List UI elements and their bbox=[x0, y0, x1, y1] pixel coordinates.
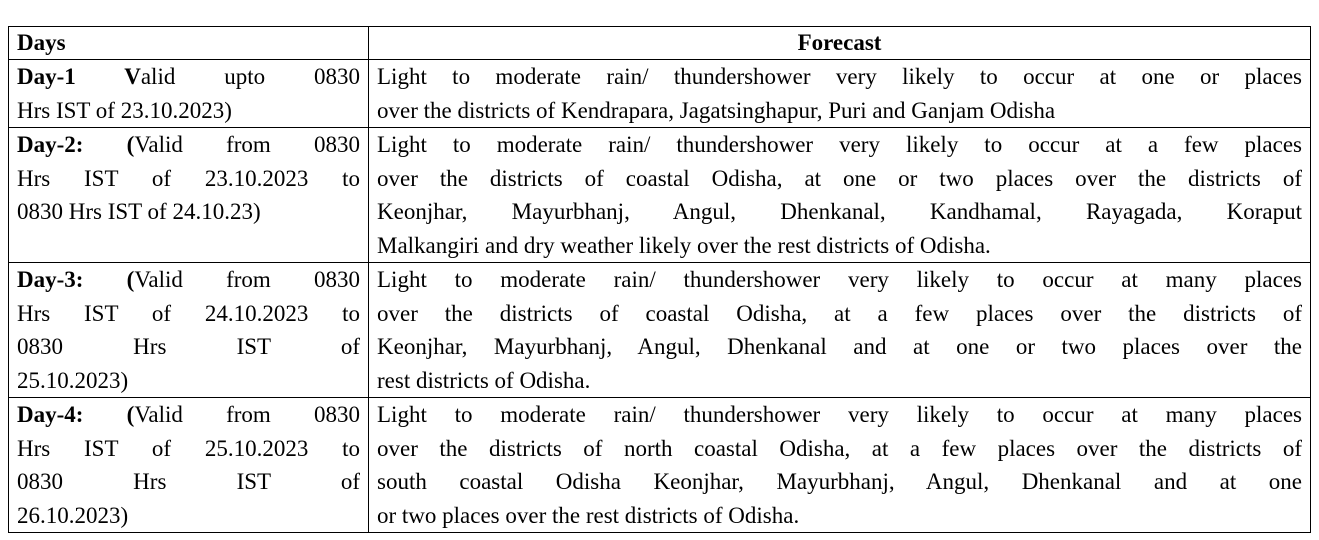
day-label: Day-3: ( bbox=[17, 267, 135, 292]
header-row: Days Forecast bbox=[8, 26, 1311, 60]
forecast-line: Light to moderate rain/ thundershower ve… bbox=[377, 267, 1302, 292]
days-cell: Day-1 Valid upto 0830 Hrs IST of 23.10.20… bbox=[8, 59, 369, 128]
forecast-line: over the districts of coastal Odisha, at… bbox=[377, 165, 1302, 191]
days-text: alid upto 0830 bbox=[140, 64, 360, 89]
table-row: Day-4: (Valid from 0830 Hrs IST of 25.10.… bbox=[8, 397, 1311, 533]
header-cell: Days bbox=[8, 26, 369, 60]
forecast-cell: Light to moderate rain/ thundershower ve… bbox=[368, 127, 1311, 263]
forecast-cell: Light to moderate rain/ thundershower ve… bbox=[368, 397, 1311, 533]
forecast-cell: Light to moderate rain/ thundershower ve… bbox=[368, 262, 1311, 398]
forecast-line: Light to moderate rain/ thundershower ve… bbox=[377, 402, 1302, 427]
days-line: Hrs IST of 24.10.2023 to bbox=[17, 300, 360, 326]
table-row: Day-2: (Valid from 0830 Hrs IST of 23.10.… bbox=[8, 127, 1311, 263]
days-line: 0830 Hrs IST of bbox=[17, 334, 360, 359]
forecast-line: over the districts of Kendrapara, Jagats… bbox=[377, 97, 1056, 123]
days-line: Day-1 Valid upto 0830 bbox=[17, 60, 360, 94]
days-line: 25.10.2023) bbox=[17, 367, 129, 393]
table-body: Day-1 Valid upto 0830 Hrs IST of 23.10.20… bbox=[8, 59, 1311, 533]
days-text: Valid from 0830 bbox=[134, 132, 360, 157]
forecast-line: or two places over the rest districts of… bbox=[377, 502, 800, 528]
forecast-line: over the districts of north coastal Odis… bbox=[377, 435, 1302, 461]
forecast-line: Light to moderate rain/ thundershower ve… bbox=[377, 132, 1302, 157]
days-text: Valid from 0830 bbox=[134, 402, 360, 427]
forecast-line: Malkangiri and dry weather likely over t… bbox=[377, 232, 991, 258]
day-label: Day-4: ( bbox=[17, 402, 135, 427]
days-cell: Day-3: (Valid from 0830 Hrs IST of 24.10.… bbox=[8, 262, 369, 398]
days-line: 26.10.2023) bbox=[17, 502, 129, 528]
forecast-table: Days Forecast Day-1 Valid upto 0830 Hrs I… bbox=[8, 26, 1311, 533]
days-cell: Day-2: (Valid from 0830 Hrs IST of 23.10.… bbox=[8, 127, 369, 263]
days-line: 0830 Hrs IST of 24.10.23) bbox=[17, 199, 261, 224]
days-line: 0830 Hrs IST of bbox=[17, 469, 360, 494]
days-line: Hrs IST of 25.10.2023 to bbox=[17, 435, 360, 461]
days-line: Hrs IST of 23.10.2023) bbox=[17, 97, 232, 123]
forecast-line: Keonjhar, Mayurbhanj, Angul, Dhenkanal a… bbox=[377, 334, 1302, 359]
days-line: Day-4: (Valid from 0830 bbox=[17, 398, 360, 432]
days-cell: Day-4: (Valid from 0830 Hrs IST of 25.10.… bbox=[8, 397, 369, 533]
forecast-line: over the districts of coastal Odisha, at… bbox=[377, 300, 1302, 326]
forecast-line: Keonjhar, Mayurbhanj, Angul, Dhenkanal, … bbox=[377, 199, 1302, 224]
days-line: Hrs IST of 23.10.2023 to bbox=[17, 165, 360, 191]
days-text: Valid from 0830 bbox=[134, 267, 360, 292]
table-row: Day-1 Valid upto 0830 Hrs IST of 23.10.20… bbox=[8, 59, 1311, 128]
forecast-line: south coastal Odisha Keonjhar, Mayurbhan… bbox=[377, 469, 1302, 494]
days-line: Day-3: (Valid from 0830 bbox=[17, 263, 360, 297]
forecast-line: rest districts of Odisha. bbox=[377, 367, 591, 393]
table-row: Day-3: (Valid from 0830 Hrs IST of 24.10.… bbox=[8, 262, 1311, 398]
days-line: Day-2: (Valid from 0830 bbox=[17, 128, 360, 162]
day-label: Day-2: ( bbox=[17, 132, 135, 157]
forecast-cell: Light to moderate rain/ thundershower ve… bbox=[368, 59, 1311, 128]
day-label: Day-1 V bbox=[17, 64, 141, 89]
header-cell: Forecast bbox=[368, 26, 1311, 60]
forecast-line: Light to moderate rain/ thundershower ve… bbox=[377, 64, 1302, 89]
